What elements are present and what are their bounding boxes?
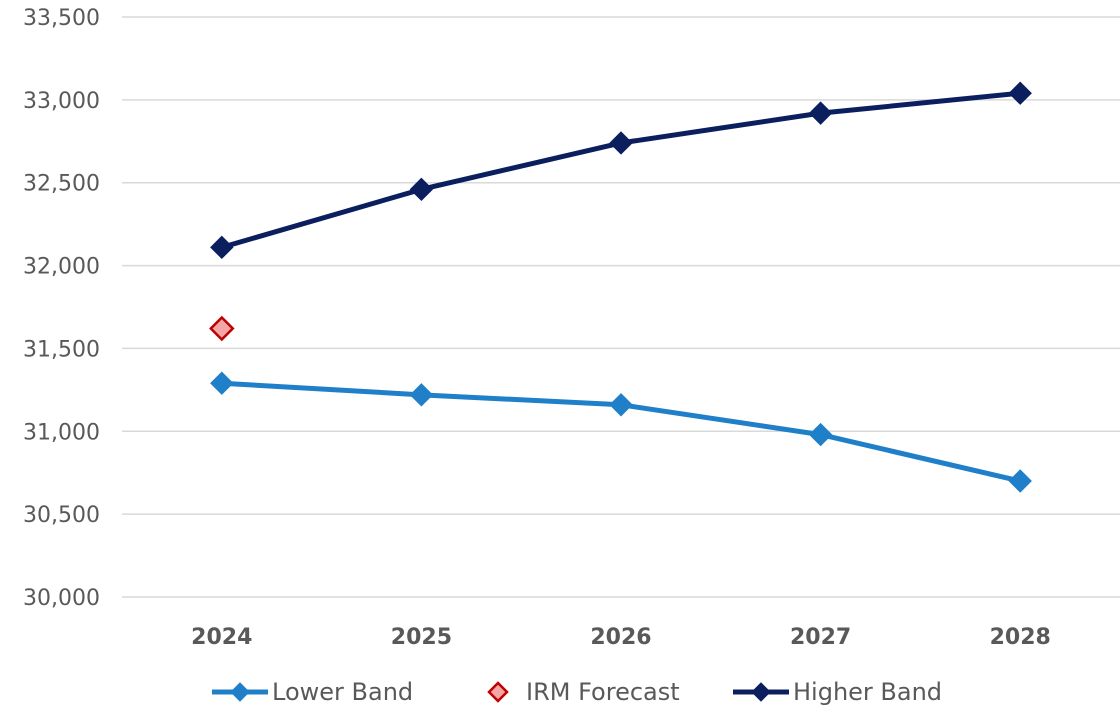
data-point [209, 315, 235, 342]
data-point [1008, 469, 1032, 493]
legend-label: IRM Forecast [526, 678, 680, 706]
y-tick-label: 32,500 [23, 172, 100, 197]
legend-label: Higher Band [793, 678, 942, 706]
data-point [409, 383, 434, 407]
y-tick-label: 30,000 [23, 586, 100, 611]
y-tick-label: 32,000 [23, 255, 100, 280]
legend-marker [230, 682, 250, 702]
legend-item: Higher Band [733, 678, 942, 706]
y-tick-label: 33,500 [23, 6, 100, 31]
x-tick-label: 2028 [990, 625, 1051, 650]
data-point [808, 422, 833, 447]
data-point [609, 393, 633, 417]
series-lower-band [210, 371, 1032, 493]
legend: Lower Band IRM Forecast Higher Band [212, 678, 942, 706]
legend-item: Lower Band [212, 678, 413, 706]
legend-marker [487, 681, 509, 703]
data-point [609, 131, 633, 155]
y-tick-label: 31,500 [23, 337, 100, 362]
legend-item: IRM Forecast [487, 678, 680, 706]
legend-marker [751, 682, 771, 702]
series-layer [209, 81, 1032, 493]
x-axis-ticks: 2024 2025 2026 2027 2028 [191, 625, 1051, 650]
y-tick-label: 31,000 [23, 420, 100, 445]
series-irm-forecast [209, 315, 235, 342]
y-tick-label: 33,000 [23, 89, 100, 114]
y-tick-label: 30,500 [23, 503, 100, 528]
gridlines [122, 16, 1120, 598]
data-point [210, 235, 234, 260]
x-tick-label: 2025 [391, 625, 452, 650]
y-axis-ticks: 30,000 30,500 31,000 31,500 32,000 32,500 33,0… [23, 6, 100, 611]
data-point [808, 101, 833, 125]
data-point [409, 177, 434, 202]
x-tick-label: 2024 [191, 625, 252, 650]
legend-label: Lower Band [272, 678, 413, 706]
x-tick-label: 2027 [790, 625, 851, 650]
series-line [219, 90, 1023, 250]
x-tick-label: 2026 [590, 625, 651, 650]
data-point [1008, 81, 1032, 105]
data-point [210, 371, 234, 395]
series-higher-band [210, 81, 1032, 260]
